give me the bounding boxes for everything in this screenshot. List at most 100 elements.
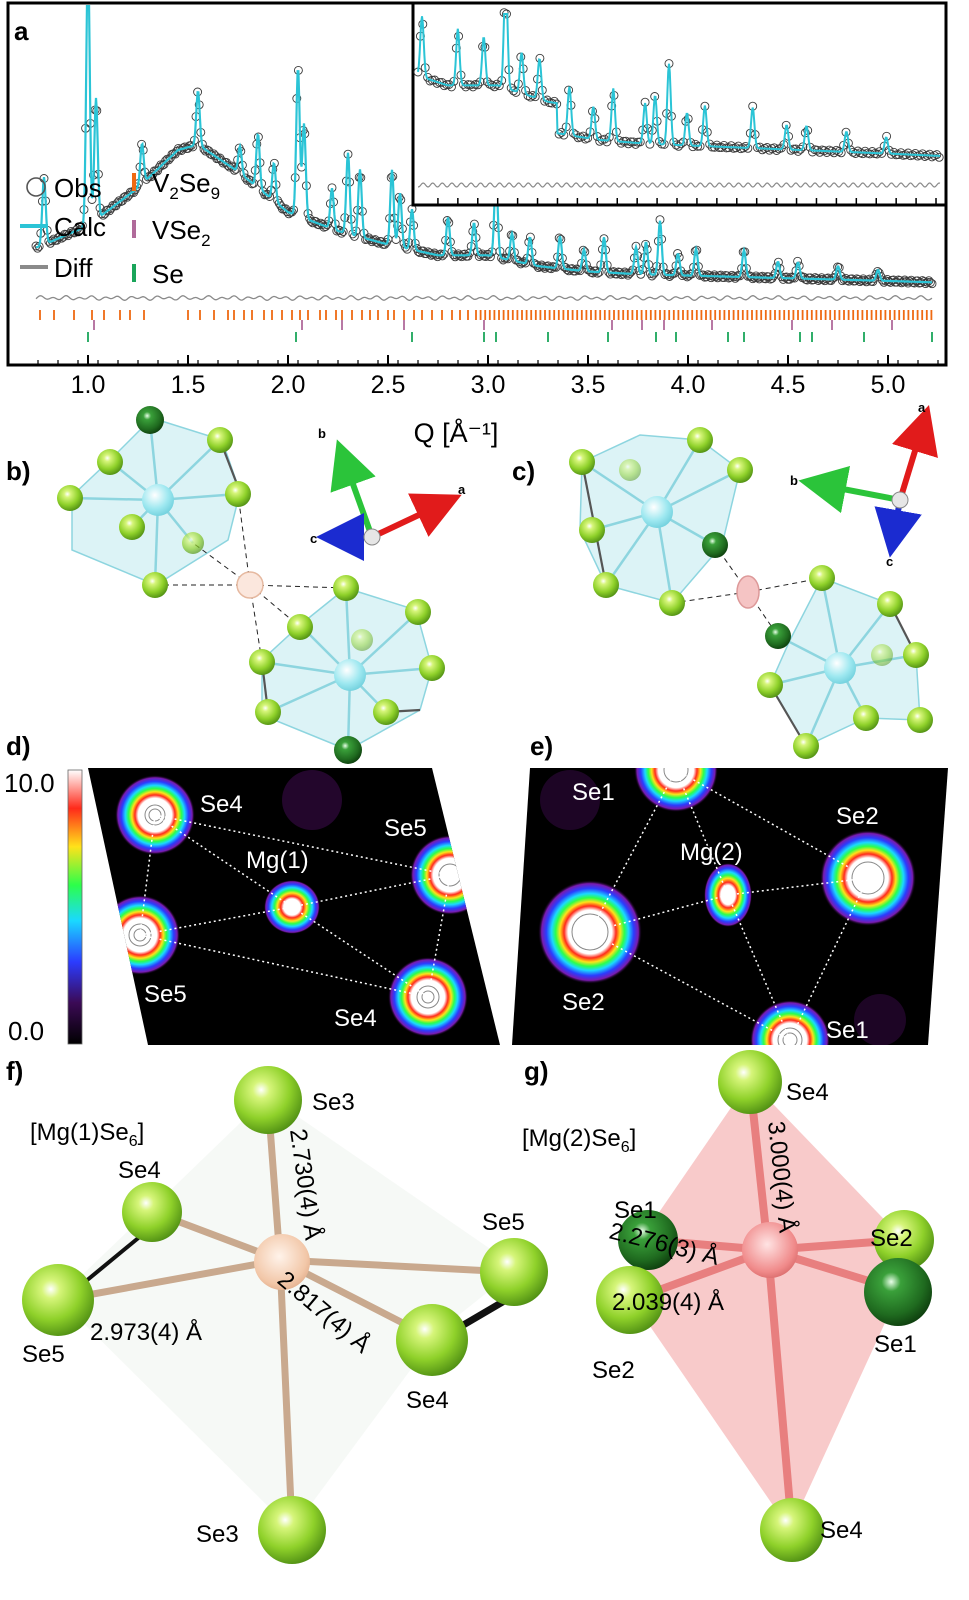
v-atom-b1: [142, 484, 174, 516]
label-g-se1-left: Se1: [614, 1197, 657, 1224]
axis-label-b-c: c: [310, 531, 317, 546]
panel-c: c): [512, 400, 938, 759]
distance-f-2: 2.973(4) Å: [90, 1318, 202, 1346]
inset-obs-point: [631, 139, 641, 149]
x-axis-label: Q [Å⁻¹]: [414, 417, 499, 448]
axis-label-c-b: b: [790, 473, 798, 488]
obs-point: [799, 272, 809, 282]
panel-f: f) [Mg(1)Se6] Se3 Se4 Se5 Se5 Se4 Se3 2.…: [6, 1056, 548, 1564]
inset-obs-point: [867, 147, 877, 156]
obs-point: [826, 276, 836, 285]
obs-point: [765, 274, 775, 284]
obs-point: [119, 192, 129, 202]
panel-letter-e: e): [530, 731, 553, 761]
formula-f: [Mg(1)Se6]: [30, 1119, 144, 1150]
label-e-se2-right: Se2: [836, 803, 879, 830]
x-tick-label: 2.5: [371, 371, 406, 399]
obs-point: [754, 274, 764, 284]
panel-letter-c: c): [512, 456, 535, 486]
obs-point: [229, 165, 239, 175]
inset-frame: [411, 1, 948, 207]
inset-obs-point: [461, 82, 471, 92]
inset-obs-point: [772, 146, 782, 155]
obs-point: [161, 156, 171, 166]
obs-point: [114, 196, 124, 206]
label-e-se2-left: Se2: [562, 989, 605, 1016]
axis-label-b-b: b: [318, 426, 326, 441]
obs-point: [903, 278, 913, 288]
obs-point: [927, 279, 937, 289]
axis-label-c-c: c: [886, 554, 893, 569]
obs-point: [709, 270, 719, 280]
inset-obs-point: [511, 87, 521, 97]
label-f-se3-bottom: Se3: [196, 1521, 239, 1548]
inset-obs-point: [559, 130, 569, 140]
legend-v2se9-label: V2Se9: [152, 168, 220, 203]
atom-f-se5-left: [22, 1264, 94, 1336]
obs-point: [225, 162, 235, 172]
obs-point: [474, 252, 484, 261]
panel-g: g) [Mg(2)Se6] Se4 Se1 Se2 Se2 Se1 Se4 3.…: [522, 1050, 934, 1562]
obs-point: [716, 270, 726, 280]
inset-obs-point: [808, 147, 817, 157]
axes-triad-c: a b c: [790, 400, 938, 569]
inset-calc-line: [417, 13, 940, 157]
panel-e: e) Se1 Se2 Mg(2) Se2 Se1: [512, 731, 948, 1045]
diff-line: [35, 295, 933, 301]
inset-obs-point: [918, 149, 927, 159]
x-tick-label: 1.5: [171, 371, 206, 399]
label-g-se2-right: Se2: [870, 1225, 913, 1252]
legend: Obs Calc Diff V2Se9 VSe2 Se: [20, 168, 220, 289]
panel-b: b): [6, 406, 466, 764]
obs-point: [209, 149, 219, 159]
inset-obs-point: [447, 82, 456, 92]
obs-point: [861, 277, 871, 287]
panel-letter-d: d): [6, 731, 31, 761]
legend-se-label: Se: [152, 259, 184, 289]
atom-f-se4-bottom: [396, 1304, 468, 1376]
inset-plot: [411, 1, 948, 207]
obs-point: [97, 209, 107, 219]
inset-obs-point: [910, 148, 920, 158]
label-e-mg: Mg(2): [680, 839, 743, 866]
obs-point: [226, 161, 236, 171]
label-d-mg: Mg(1): [246, 847, 309, 874]
x-tick-label: 3.0: [471, 371, 506, 399]
inset-obs-point: [616, 138, 626, 148]
panel-letter-b: b): [6, 456, 31, 486]
distance-g-3: 2.039(4) Å: [612, 1288, 724, 1316]
label-e-se1-bottom: Se1: [826, 1017, 869, 1044]
inset-obs-point: [676, 139, 686, 149]
obs-point: [900, 275, 910, 285]
obs-point: [921, 279, 931, 289]
label-g-se4-bottom: Se4: [820, 1517, 863, 1544]
legend-obs-label: Obs: [54, 173, 102, 203]
obs-point: [485, 252, 495, 262]
axis-label-c-a: a: [918, 400, 926, 415]
obs-point: [337, 228, 347, 238]
obs-point: [457, 252, 467, 262]
x-axis: 1.0 1.5 2.0 2.5 3.0 3.5 4.0 4.5 5.0: [37, 355, 939, 399]
mg-site-b: [236, 571, 264, 599]
obs-point: [820, 276, 830, 286]
obs-point: [585, 265, 595, 275]
obs-point: [636, 269, 646, 279]
label-f-se5-left: Se5: [22, 1341, 65, 1368]
obs-point: [730, 273, 740, 283]
obs-point: [879, 277, 889, 287]
legend-vse2-label: VSe2: [152, 215, 211, 250]
inset-obs-point: [860, 146, 870, 156]
label-d-se5-right: Se5: [384, 815, 427, 842]
inset-obs-point: [851, 149, 860, 158]
atom-g-se2-right: [874, 1210, 934, 1270]
inset-obs-point: [614, 135, 624, 145]
inset-obs-point: [719, 140, 729, 150]
label-e-se1-top: Se1: [572, 779, 615, 806]
atom-g-se1-right: [864, 1258, 932, 1326]
mg-site-c: [736, 575, 760, 609]
obs-point: [33, 243, 43, 253]
octahedron-g: [632, 1080, 904, 1530]
obs-point: [401, 242, 411, 252]
v-atom-c1: [641, 496, 673, 528]
